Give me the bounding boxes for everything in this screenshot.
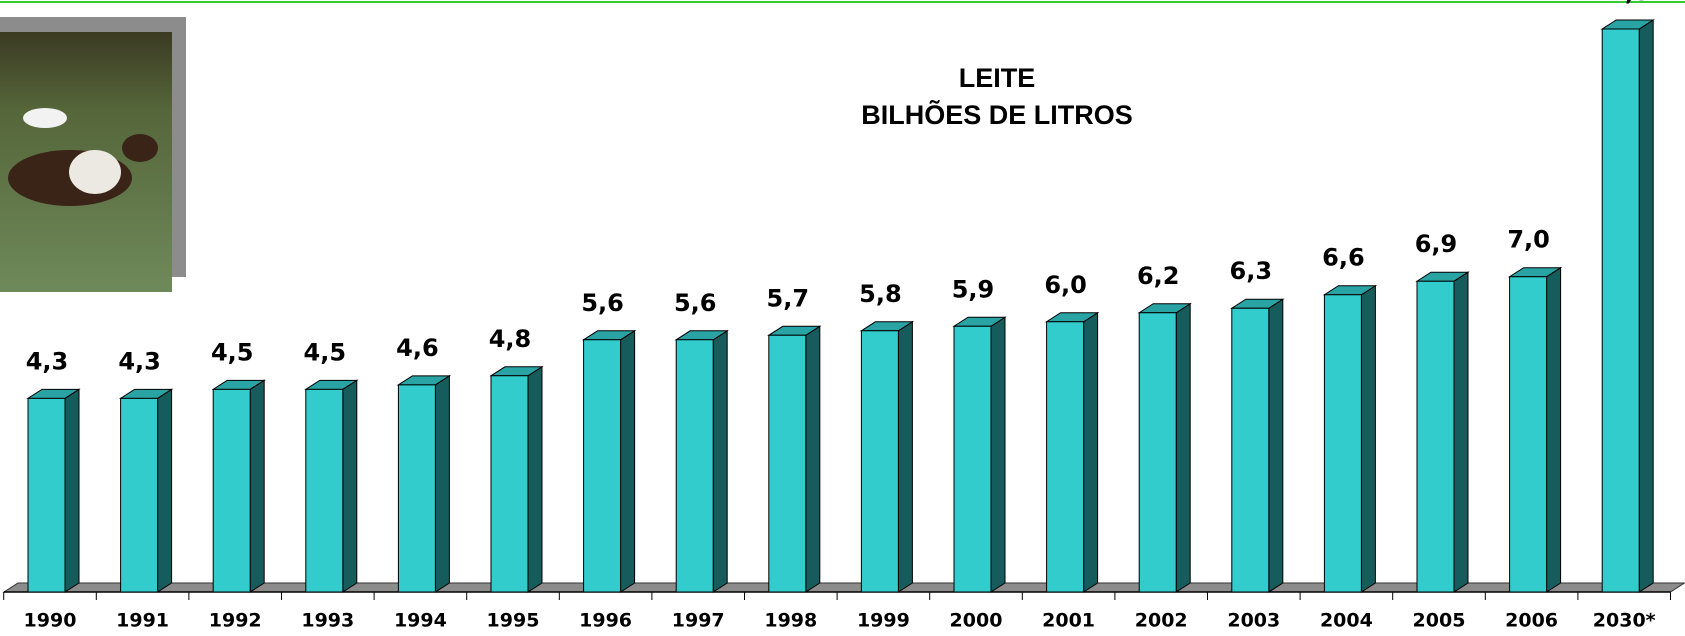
bar xyxy=(489,365,544,593)
value-label: 12,5 xyxy=(1592,0,1651,6)
bar xyxy=(304,379,359,593)
x-tick-label: 2000 xyxy=(950,610,1003,632)
bar-front xyxy=(397,384,436,593)
value-label: 4,8 xyxy=(489,325,532,353)
x-tick-label: 1997 xyxy=(672,610,725,632)
bar xyxy=(1137,302,1192,593)
x-tick-label: 1990 xyxy=(24,610,77,632)
bar-front xyxy=(27,397,66,593)
value-label: 5,7 xyxy=(767,284,810,312)
chart-title: LEITE xyxy=(959,63,1036,93)
bar xyxy=(1415,271,1470,593)
bar xyxy=(767,325,822,593)
bar xyxy=(1044,311,1100,593)
value-label: 6,2 xyxy=(1137,262,1180,290)
photo-cow xyxy=(122,134,158,162)
bar-side xyxy=(1638,19,1654,593)
value-label: 5,6 xyxy=(674,289,717,317)
chart-subtitle: BILHÕES DE LITROS xyxy=(861,99,1133,130)
bar xyxy=(1322,284,1378,593)
bar-side xyxy=(64,388,80,593)
value-label: 4,5 xyxy=(211,338,254,366)
bar xyxy=(1507,266,1563,593)
value-label: 5,9 xyxy=(952,275,995,303)
bar-side xyxy=(157,388,173,593)
bar-front xyxy=(305,388,344,593)
bar-front xyxy=(953,325,992,593)
x-tick-label: 2030* xyxy=(1593,610,1656,632)
photo-cow xyxy=(69,150,121,194)
x-tick-label: 1994 xyxy=(394,610,447,632)
bar xyxy=(674,329,729,593)
bar xyxy=(211,379,266,593)
x-tick-label: 2004 xyxy=(1320,610,1373,632)
photo-cow xyxy=(23,108,67,128)
bar-side xyxy=(527,365,543,593)
bar-side xyxy=(712,329,728,593)
value-label: 7,0 xyxy=(1507,226,1550,254)
x-tick-label: 1995 xyxy=(487,610,540,632)
bar-front xyxy=(212,388,251,593)
bar-front xyxy=(1416,280,1455,593)
x-tick-label: 2001 xyxy=(1042,610,1095,632)
bar-front xyxy=(1046,321,1085,593)
bar-side xyxy=(1268,298,1284,593)
x-tick-label: 1992 xyxy=(209,610,262,632)
value-label: 6,3 xyxy=(1230,257,1273,285)
bar-side xyxy=(1546,266,1562,593)
x-tick-label: 1993 xyxy=(301,610,354,632)
value-label: 4,3 xyxy=(118,347,161,375)
bar xyxy=(581,329,637,593)
value-label: 4,6 xyxy=(396,334,439,362)
bar xyxy=(952,316,1007,593)
bar-front xyxy=(1601,28,1640,593)
x-tick-label: 2002 xyxy=(1135,610,1188,632)
value-label: 5,6 xyxy=(581,289,624,317)
photo xyxy=(0,17,186,292)
bar-front xyxy=(860,330,899,593)
x-tick-label: 2006 xyxy=(1505,610,1558,632)
bar-front xyxy=(583,339,622,593)
x-tick-label: 1996 xyxy=(579,610,632,632)
bar-front xyxy=(1509,276,1548,593)
bar-side xyxy=(897,320,913,593)
bar-front xyxy=(120,397,159,593)
bar-side xyxy=(620,329,636,593)
bar xyxy=(118,388,174,593)
value-label: 5,8 xyxy=(859,280,902,308)
bar-side xyxy=(1453,271,1469,593)
bar-front xyxy=(768,334,807,593)
bar-side xyxy=(342,379,358,593)
x-tick-label: 1998 xyxy=(764,610,817,632)
x-tick-label: 1991 xyxy=(116,610,169,632)
bar-side xyxy=(990,316,1006,593)
value-label: 6,9 xyxy=(1415,230,1458,258)
bar xyxy=(1230,298,1285,593)
bar-side xyxy=(805,325,821,593)
bar-side xyxy=(1083,311,1099,593)
bar-front xyxy=(1138,312,1177,593)
bar-side xyxy=(434,374,450,593)
value-label: 4,3 xyxy=(26,347,69,375)
bar xyxy=(396,374,452,593)
value-label: 6,0 xyxy=(1044,271,1087,299)
x-tick-label: 2003 xyxy=(1227,610,1280,632)
bar xyxy=(1600,19,1655,593)
bar-front xyxy=(1231,307,1270,593)
bar xyxy=(26,388,81,593)
value-label: 6,6 xyxy=(1322,244,1365,272)
bar-side xyxy=(1175,302,1191,593)
value-label: 4,5 xyxy=(304,338,347,366)
bar-front xyxy=(490,375,529,593)
x-tick-label: 2005 xyxy=(1413,610,1466,632)
bar xyxy=(859,320,915,593)
bar-side xyxy=(249,379,265,593)
x-tick-label: 1999 xyxy=(857,610,910,632)
bar-side xyxy=(1360,284,1376,593)
bar-front xyxy=(1323,294,1362,593)
bar-front xyxy=(675,339,714,593)
